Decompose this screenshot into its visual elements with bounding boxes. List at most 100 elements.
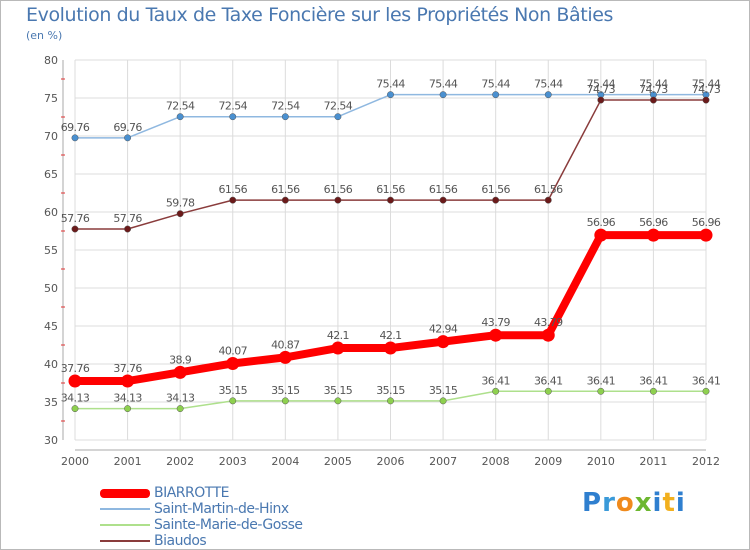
data-label: 74.73 xyxy=(639,83,668,96)
legend-swatch xyxy=(100,524,150,526)
data-label: 69.76 xyxy=(113,121,142,134)
data-point xyxy=(281,397,289,405)
data-label: 43.79 xyxy=(481,316,510,329)
legend-item-biarrotte: BIARROTTE xyxy=(100,485,303,501)
data-label: 35.15 xyxy=(219,384,248,397)
data-point xyxy=(541,328,555,342)
y-tick-label: 80 xyxy=(44,54,58,67)
data-point xyxy=(71,225,79,233)
data-label: 37.76 xyxy=(61,362,90,375)
y-tick-label: 70 xyxy=(44,130,58,143)
data-label: 42.94 xyxy=(429,323,458,336)
data-point xyxy=(229,113,237,121)
data-label: 61.56 xyxy=(534,183,563,196)
data-point xyxy=(544,196,552,204)
data-label: 75.44 xyxy=(692,78,721,91)
data-label: 61.56 xyxy=(429,183,458,196)
data-point xyxy=(544,387,552,395)
data-point xyxy=(649,96,657,104)
data-point xyxy=(229,397,237,405)
data-point xyxy=(281,196,289,204)
data-point xyxy=(176,113,184,121)
data-point xyxy=(492,196,500,204)
data-point xyxy=(121,374,135,388)
data-point xyxy=(439,196,447,204)
data-label: 72.54 xyxy=(166,100,195,113)
data-point xyxy=(68,374,82,388)
x-tick-label: 2010 xyxy=(587,455,615,468)
data-label: 35.15 xyxy=(376,384,405,397)
x-tick-label: 2001 xyxy=(114,455,142,468)
data-label: 75.44 xyxy=(429,78,458,91)
data-label: 34.13 xyxy=(166,392,195,405)
data-point xyxy=(176,405,184,413)
y-tick-label: 40 xyxy=(44,358,58,371)
y-tick-label: 65 xyxy=(44,168,58,181)
data-label: 36.41 xyxy=(587,374,616,387)
data-label: 40.87 xyxy=(271,338,300,351)
data-label: 38.9 xyxy=(169,353,192,366)
legend-label: Saint-Martin-de-Hinx xyxy=(154,501,289,517)
data-point xyxy=(649,387,657,395)
data-point xyxy=(492,387,500,395)
data-point xyxy=(387,196,394,204)
x-tick-label: 2006 xyxy=(377,455,405,468)
data-label: 75.44 xyxy=(587,78,616,91)
data-label: 42.1 xyxy=(327,329,349,342)
data-label: 34.13 xyxy=(113,392,142,405)
data-point xyxy=(124,405,132,413)
data-label: 34.13 xyxy=(61,392,90,405)
legend-item-saint-martin-de-hinx: Saint-Martin-de-Hinx xyxy=(100,501,303,517)
data-point xyxy=(387,397,394,405)
x-tick-label: 2004 xyxy=(271,455,299,468)
data-label: 74.73 xyxy=(692,83,721,96)
data-label: 56.96 xyxy=(692,216,721,229)
line-chart: 30 35 40 45 50 55 60 65 70 75 80 2000 2001 2002 2003 20… xyxy=(44,54,721,468)
x-tick-label: 2002 xyxy=(166,455,194,468)
legend-label: Biaudos xyxy=(154,533,207,549)
data-point xyxy=(597,96,605,104)
data-point xyxy=(489,328,503,342)
data-label: 75.44 xyxy=(534,78,563,91)
data-label: 72.54 xyxy=(219,100,248,113)
data-point xyxy=(702,96,710,104)
data-point xyxy=(173,365,187,379)
legend-label: BIARROTTE xyxy=(154,485,230,501)
data-label: 35.15 xyxy=(271,384,300,397)
data-label: 35.15 xyxy=(324,384,353,397)
data-label: 75.44 xyxy=(376,78,405,91)
data-point xyxy=(334,196,342,204)
data-label: 36.41 xyxy=(534,374,563,387)
data-point xyxy=(278,350,292,364)
data-label: 75.44 xyxy=(639,78,668,91)
data-point xyxy=(646,228,660,242)
data-point xyxy=(436,335,450,349)
data-point xyxy=(331,341,345,355)
data-label: 61.56 xyxy=(376,183,405,196)
data-label: 75.44 xyxy=(481,78,510,91)
data-point xyxy=(702,387,710,395)
chart-title: Evolution du Taux de Taxe Foncière sur l… xyxy=(26,4,614,26)
data-label: 61.56 xyxy=(271,183,300,196)
data-point xyxy=(597,387,605,395)
data-point xyxy=(334,397,342,405)
x-tick-label: 2012 xyxy=(692,455,720,468)
legend-item-biaudos: Biaudos xyxy=(100,533,303,549)
data-label: 61.56 xyxy=(219,183,248,196)
x-tick-label: 2008 xyxy=(482,455,510,468)
data-label: 36.41 xyxy=(639,374,668,387)
data-point xyxy=(226,356,240,370)
data-label: 43.79 xyxy=(534,316,563,329)
data-label: 42.1 xyxy=(379,329,401,342)
legend-item-sainte-marie-de-gosse: Sainte-Marie-de-Gosse xyxy=(100,517,303,533)
data-point xyxy=(492,91,500,99)
legend-swatch xyxy=(100,488,150,498)
data-point xyxy=(71,134,79,142)
data-label: 59.78 xyxy=(166,197,195,210)
x-tick-label: 2011 xyxy=(639,455,667,468)
chart-subtitle: (en %) xyxy=(26,29,63,42)
data-label: 35.15 xyxy=(429,384,458,397)
data-point xyxy=(334,113,342,121)
x-tick-label: 2007 xyxy=(429,455,457,468)
data-label: 40.07 xyxy=(219,344,248,357)
